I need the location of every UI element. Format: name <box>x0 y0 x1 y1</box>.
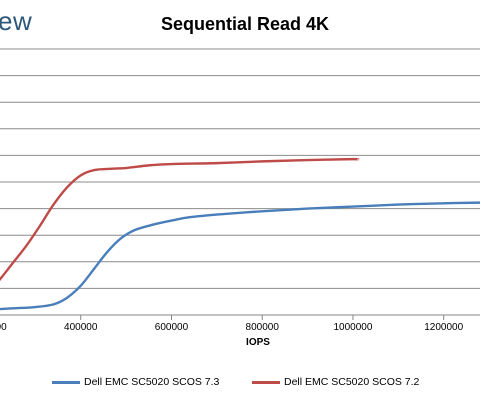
x-tick-label: 600000 <box>155 322 189 333</box>
x-tick-label: 1200000 <box>424 322 463 333</box>
legend-label-series-1: Dell EMC SC5020 SCOS 7.3 <box>84 376 220 388</box>
legend-item-series-2: Dell EMC SC5020 SCOS 7.2 <box>252 376 419 388</box>
x-tick-label: 1000000 <box>333 322 372 333</box>
legend-item-series-1: Dell EMC SC5020 SCOS 7.3 <box>52 376 219 388</box>
x-axis-title: IOPS <box>246 337 270 348</box>
x-tick-label: 400000 <box>64 322 98 333</box>
legend: Dell EMC SC5020 SCOS 7.3 Dell EMC SC5020… <box>52 376 472 390</box>
legend-swatch-series-2 <box>252 380 280 384</box>
series-lines <box>0 157 480 311</box>
x-tick-label: 800000 <box>246 322 280 333</box>
gridlines <box>0 48 480 316</box>
legend-swatch-series-1 <box>52 380 80 384</box>
x-axis <box>80 315 445 320</box>
x-tick-labels: 200000 400000 600000 800000 1000000 1200000 <box>0 322 464 333</box>
logo-fragment: ew <box>0 6 33 36</box>
series-line-1 <box>0 201 480 311</box>
series-line-2 <box>0 157 360 282</box>
x-tick-label: 200000 <box>0 322 7 333</box>
legend-label-series-2: Dell EMC SC5020 SCOS 7.2 <box>284 376 420 388</box>
chart-title: Sequential Read 4K <box>160 14 330 34</box>
